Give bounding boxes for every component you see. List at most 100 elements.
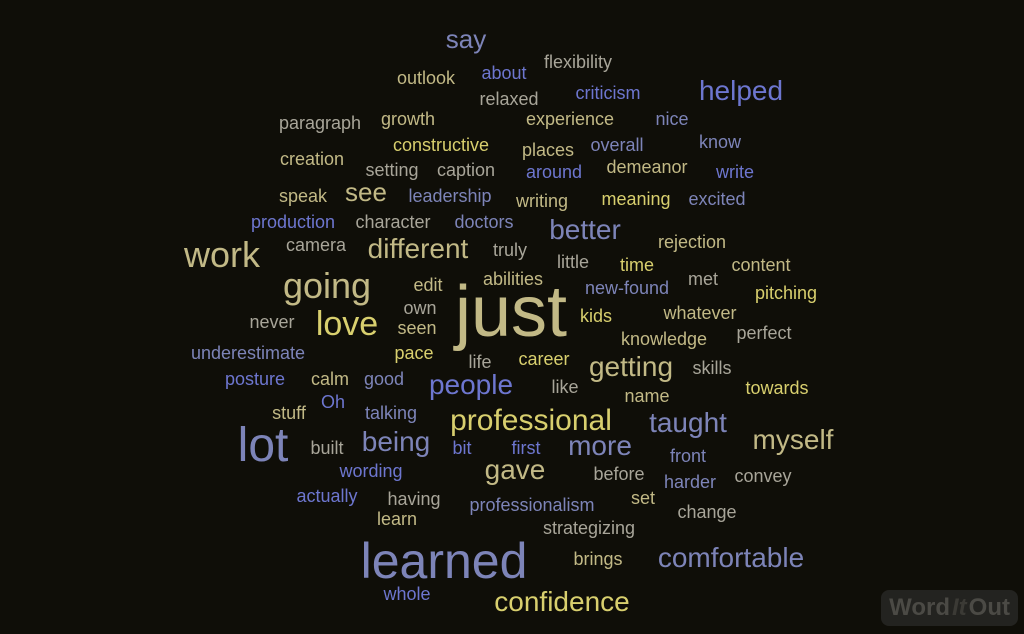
word-comfortable[interactable]: comfortable [657,542,805,573]
word-getting[interactable]: getting [588,351,674,382]
word-love[interactable]: love [315,305,379,343]
word-wording[interactable]: wording [339,461,403,481]
word-excited[interactable]: excited [688,189,746,209]
word-learned[interactable]: learned [360,533,528,589]
word-myself[interactable]: myself [752,424,834,455]
word-pitching[interactable]: pitching [754,283,818,303]
word-speak[interactable]: speak [278,186,328,206]
word-perfect[interactable]: perfect [736,323,792,343]
word-demeanor[interactable]: demeanor [606,157,688,177]
word-setting[interactable]: setting [365,160,419,180]
word-going[interactable]: going [282,265,372,306]
word-met[interactable]: met [687,269,719,289]
word-criticism[interactable]: criticism [575,83,641,103]
word-write[interactable]: write [715,162,755,182]
word-convey[interactable]: convey [734,466,792,486]
logo-word: Word [889,594,950,621]
word-know[interactable]: know [698,132,742,152]
word-better[interactable]: better [549,214,621,245]
word-people[interactable]: people [428,369,514,400]
word-doctors[interactable]: doctors [454,212,514,232]
word-whole[interactable]: whole [383,584,431,604]
word-oh[interactable]: Oh [320,392,346,412]
word-posture[interactable]: posture [224,369,286,389]
word-bit[interactable]: bit [452,438,472,458]
word-character[interactable]: character [355,212,431,232]
word-front[interactable]: front [669,446,707,466]
word-career[interactable]: career [518,349,570,369]
word-brings[interactable]: brings [573,549,623,569]
word-having[interactable]: having [387,489,441,509]
word-outlook[interactable]: outlook [396,68,456,88]
word-paragraph[interactable]: paragraph [278,113,362,133]
word-creation[interactable]: creation [279,149,345,169]
word-towards[interactable]: towards [745,378,809,398]
word-underestimate[interactable]: underestimate [190,343,306,363]
word-harder[interactable]: harder [663,472,717,492]
word-more[interactable]: more [568,430,632,461]
word-good[interactable]: good [363,369,405,389]
word-production[interactable]: production [250,212,336,232]
word-helped[interactable]: helped [698,75,784,106]
word-different[interactable]: different [367,233,469,264]
word-taught[interactable]: taught [649,407,727,438]
word-whatever[interactable]: whatever [663,303,737,323]
word-rejection[interactable]: rejection [657,232,727,252]
word-own[interactable]: own [403,298,437,318]
word-abilities[interactable]: abilities [482,269,544,289]
word-built[interactable]: built [310,438,344,458]
word-new-found[interactable]: new-found [584,278,670,298]
word-just[interactable]: just [454,272,568,352]
word-places[interactable]: places [521,140,575,160]
word-camera[interactable]: camera [285,235,347,255]
word-first[interactable]: first [511,438,541,458]
word-calm[interactable]: calm [310,369,350,389]
word-lot[interactable]: lot [237,419,289,472]
word-professionalism[interactable]: professionalism [469,495,595,515]
word-knowledge[interactable]: knowledge [620,329,708,349]
word-time[interactable]: time [619,255,655,275]
word-talking[interactable]: talking [364,403,418,423]
word-pace[interactable]: pace [394,343,434,363]
word-caption[interactable]: caption [436,160,496,180]
word-life[interactable]: life [468,352,492,372]
word-seen[interactable]: seen [397,318,437,338]
word-edit[interactable]: edit [413,275,443,295]
word-about[interactable]: about [481,63,527,83]
word-work[interactable]: work [183,234,261,275]
word-stuff[interactable]: stuff [272,403,306,423]
word-constructive[interactable]: constructive [392,135,490,155]
word-say[interactable]: say [445,24,487,54]
word-see[interactable]: see [345,177,387,207]
word-nice[interactable]: nice [655,109,689,129]
word-leadership[interactable]: leadership [408,186,492,206]
word-never[interactable]: never [249,312,295,332]
word-relaxed[interactable]: relaxed [479,89,539,109]
word-meaning[interactable]: meaning [601,189,671,209]
word-gave[interactable]: gave [484,454,546,485]
word-growth[interactable]: growth [380,109,436,129]
word-set[interactable]: set [630,488,656,508]
word-flexibility[interactable]: flexibility [543,52,613,72]
word-around[interactable]: around [525,162,583,182]
word-before[interactable]: before [593,464,645,484]
word-skills[interactable]: skills [692,358,732,378]
word-kids[interactable]: kids [579,306,613,326]
word-change[interactable]: change [677,502,737,522]
wordltout-logo[interactable]: Word It Out [881,590,1018,626]
word-being[interactable]: being [361,426,431,457]
word-learn[interactable]: learn [376,509,418,529]
word-experience[interactable]: experience [525,109,615,129]
logo-it: It [952,594,967,621]
word-overall[interactable]: overall [590,135,644,155]
word-little[interactable]: little [556,252,590,272]
word-strategizing[interactable]: strategizing [542,518,636,538]
word-like[interactable]: like [551,377,579,397]
word-writing[interactable]: writing [515,191,569,211]
word-actually[interactable]: actually [296,486,358,506]
word-professional[interactable]: professional [450,404,612,437]
word-content[interactable]: content [731,255,791,275]
word-confidence[interactable]: confidence [494,586,630,617]
word-name[interactable]: name [624,386,670,406]
word-truly[interactable]: truly [492,240,528,260]
